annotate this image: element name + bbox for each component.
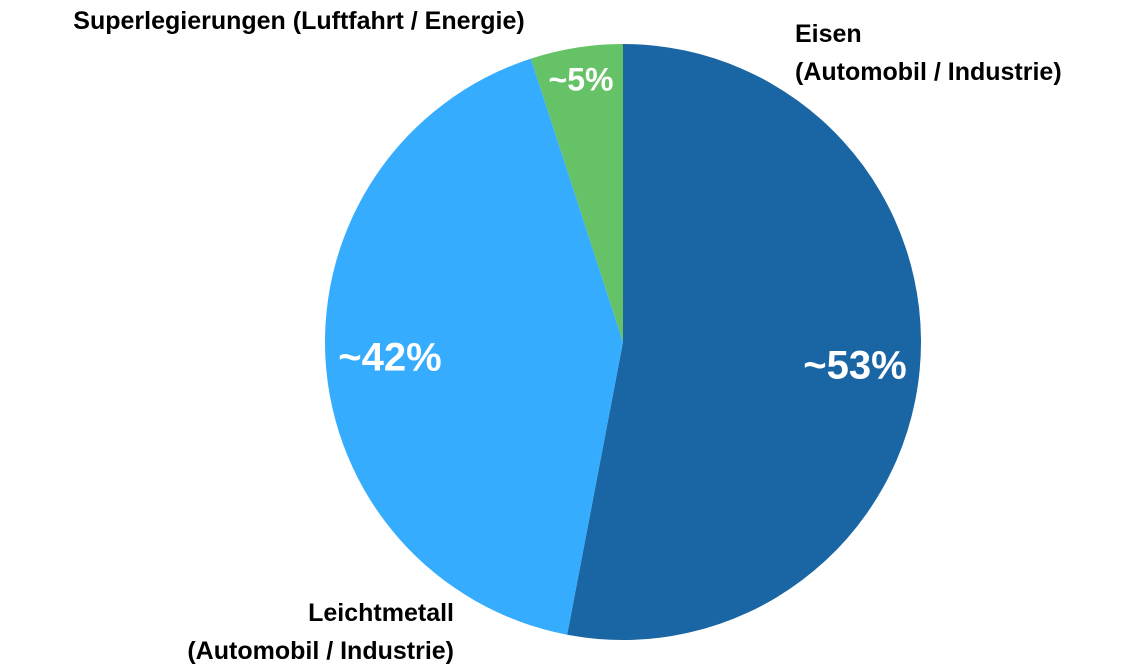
category-label-line: Leichtmetall: [308, 599, 454, 627]
value-label: ~53%: [803, 344, 906, 388]
category-label: Eisen (Automobil / Industrie): [795, 20, 1062, 86]
pie-slice: [567, 44, 921, 640]
category-label-line: Eisen: [795, 20, 862, 48]
pie-slice: [530, 44, 623, 342]
category-label: Superlegierungen (Luftfahrt / Energie): [73, 7, 524, 35]
value-label: ~5%: [549, 61, 614, 97]
category-label-line: (Automobil / Industrie): [795, 58, 1062, 86]
category-label-line: Superlegierungen (Luftfahrt / Energie): [73, 7, 524, 35]
category-label-line: (Automobil / Industrie): [187, 637, 454, 665]
pie-slice: [324, 58, 623, 635]
category-label: Leichtmetall (Automobil / Industrie): [187, 599, 454, 665]
value-label: ~42%: [338, 336, 441, 380]
